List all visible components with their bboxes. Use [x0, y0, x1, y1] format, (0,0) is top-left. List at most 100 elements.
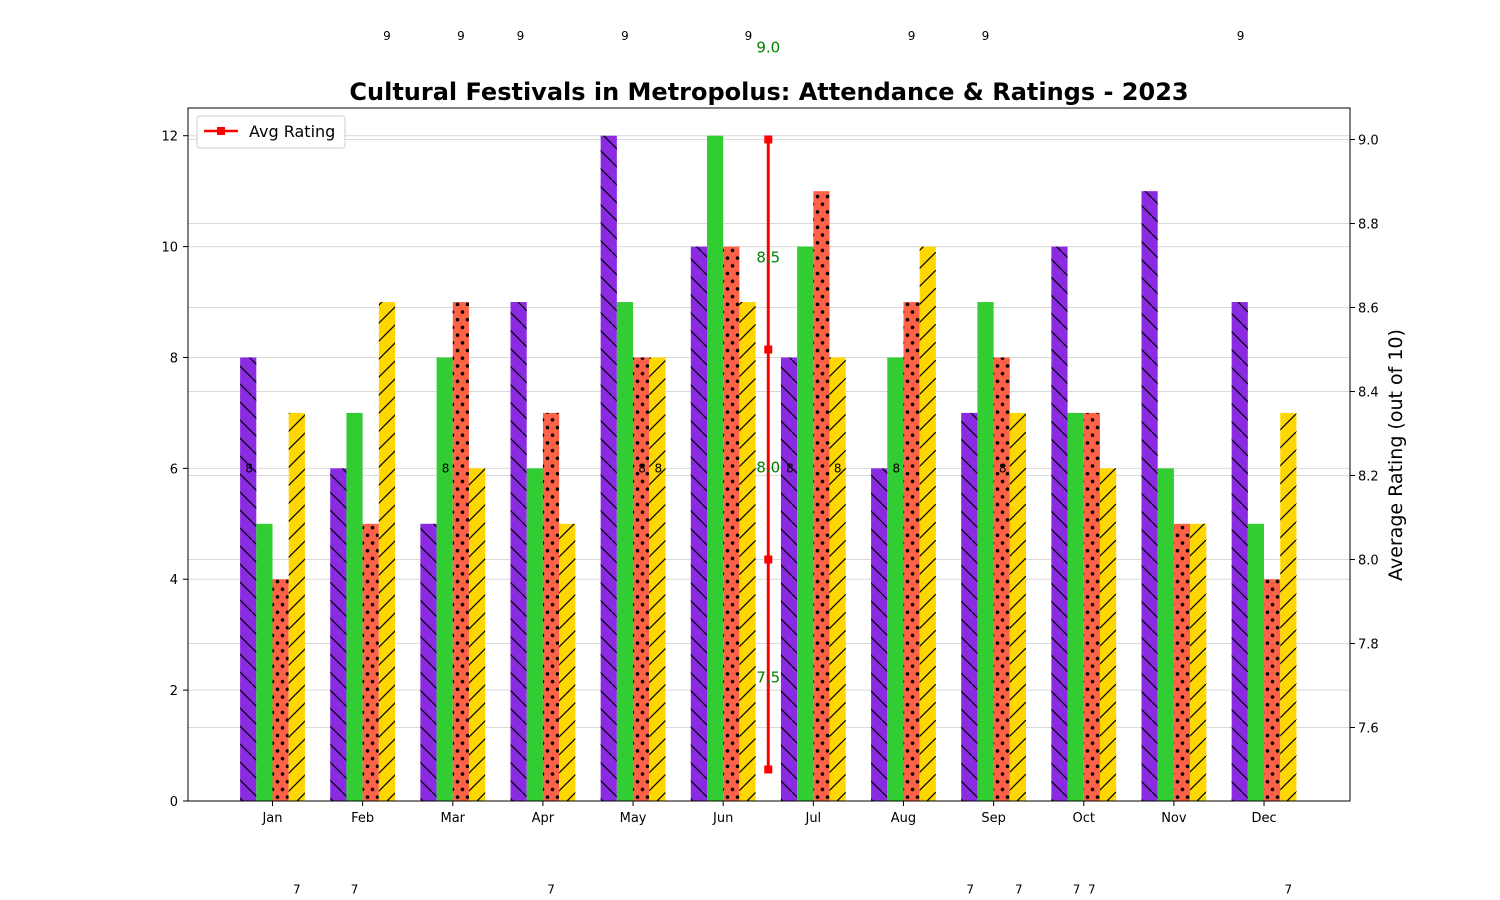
bar	[707, 136, 723, 801]
y2-tick-label: 8.0	[1358, 554, 1379, 569]
bar-value-label: 8	[654, 461, 662, 475]
y2-tick-label: 8.2	[1358, 470, 1379, 485]
bar-value-label: 8	[638, 461, 646, 475]
y-tick-label: 0	[170, 795, 178, 810]
x-tick-label: Feb	[351, 811, 374, 826]
bar-hatch	[723, 247, 739, 801]
bar	[346, 413, 362, 801]
bar-hatch	[813, 191, 829, 801]
rating-point	[764, 556, 772, 564]
bar-hatch	[1174, 524, 1190, 801]
bar-value-label: 7	[293, 883, 301, 897]
x-tick-label: Jun	[712, 811, 733, 826]
bar-hatch	[1051, 247, 1067, 801]
bar-hatch	[420, 524, 436, 801]
bar-hatch	[330, 468, 346, 801]
bar-value-label: 8	[999, 461, 1007, 475]
bar	[797, 247, 813, 801]
legend-marker-swatch	[217, 127, 225, 135]
y2-tick-label: 7.6	[1358, 722, 1379, 737]
y-tick-label: 2	[170, 684, 178, 699]
y2-tick-label: 8.8	[1358, 218, 1379, 233]
y-tick-label: 12	[161, 130, 178, 145]
y2-tick-label: 7.8	[1358, 638, 1379, 653]
bar-hatch	[511, 302, 527, 801]
y-axis-right: 7.6 7.8 8.0 8.2 8.4 8.6 8.8 9.0	[1350, 134, 1379, 737]
y-axis-left: 024681012	[161, 130, 188, 810]
bar	[1158, 468, 1174, 801]
x-tick-label: Dec	[1251, 811, 1276, 826]
bar-value-label: 8	[442, 461, 450, 475]
bar-hatch	[633, 357, 649, 801]
rating-point	[764, 346, 772, 354]
bar	[617, 302, 633, 801]
bar-value-label: 7	[547, 883, 555, 897]
y-tick-label: 8	[170, 351, 178, 366]
bar-value-label: 9	[517, 29, 525, 43]
bar-value-label: 9	[1237, 29, 1245, 43]
rating-line: 7.58.08.59.0	[756, 39, 780, 774]
rating-value-label: 8.0	[756, 459, 780, 477]
bar-value-label: 8	[786, 461, 794, 475]
bar-value-label: 9	[908, 29, 916, 43]
x-tick-label: May	[620, 811, 647, 826]
bar-value-label: 7	[966, 883, 974, 897]
x-tick-label: Aug	[891, 811, 916, 826]
bar	[1248, 524, 1264, 801]
bar-hatch	[379, 302, 395, 801]
legend-entry-avg-rating: Avg Rating	[249, 122, 335, 141]
bar-hatch	[273, 579, 289, 801]
bar-hatch	[1232, 302, 1248, 801]
y2-tick-label: 8.4	[1358, 386, 1379, 401]
rating-value-label: 9.0	[756, 39, 780, 57]
bar-hatch	[739, 302, 755, 801]
bar-hatch	[920, 247, 936, 801]
bar-value-label: 8	[834, 461, 842, 475]
bar-value-label: 8	[245, 461, 253, 475]
y-tick-label: 10	[161, 241, 178, 256]
y-tick-label: 6	[170, 462, 178, 477]
bar-value-label: 9	[457, 29, 465, 43]
bar-hatch	[1280, 413, 1296, 801]
bar-hatch	[1084, 413, 1100, 801]
x-tick-label: Oct	[1073, 811, 1095, 826]
bar-value-label: 7	[351, 883, 359, 897]
bar-hatch	[649, 357, 665, 801]
bar-hatch	[1142, 191, 1158, 801]
bar-value-label: 9	[621, 29, 629, 43]
rating-value-label: 8.5	[756, 249, 780, 267]
bar	[887, 357, 903, 801]
bar-value-label: 8	[892, 461, 900, 475]
bar-value-label: 7	[1088, 883, 1096, 897]
y2-tick-label: 9.0	[1358, 134, 1379, 149]
bar-hatch	[453, 302, 469, 801]
x-tick-label: Jan	[261, 811, 282, 826]
bar	[437, 357, 453, 801]
rating-point	[764, 136, 772, 144]
bar-hatch	[289, 413, 305, 801]
bar-hatch	[601, 136, 617, 801]
bar-hatch	[559, 524, 575, 801]
bar-hatch	[781, 357, 797, 801]
bar-hatch	[1264, 579, 1280, 801]
bar	[527, 468, 543, 801]
bar-hatch	[871, 468, 887, 801]
bar	[256, 524, 272, 801]
bar-hatch	[1190, 524, 1206, 801]
bar-hatch	[830, 357, 846, 801]
x-tick-label: Apr	[532, 811, 555, 826]
bar-hatch	[543, 413, 559, 801]
bar-value-label: 7	[1285, 883, 1293, 897]
bar-value-label: 7	[1073, 883, 1081, 897]
bar-hatch	[363, 524, 379, 801]
bar-hatch	[903, 302, 919, 801]
bar-hatch	[691, 247, 707, 801]
bar	[1068, 413, 1084, 801]
bar-hatch	[994, 357, 1010, 801]
chart-title: Cultural Festivals in Metropolus: Attend…	[349, 78, 1188, 106]
legend: Avg Rating	[197, 116, 345, 148]
bar-hatch	[961, 413, 977, 801]
x-tick-label: Nov	[1161, 811, 1187, 826]
y2-tick-label: 8.6	[1358, 302, 1379, 317]
